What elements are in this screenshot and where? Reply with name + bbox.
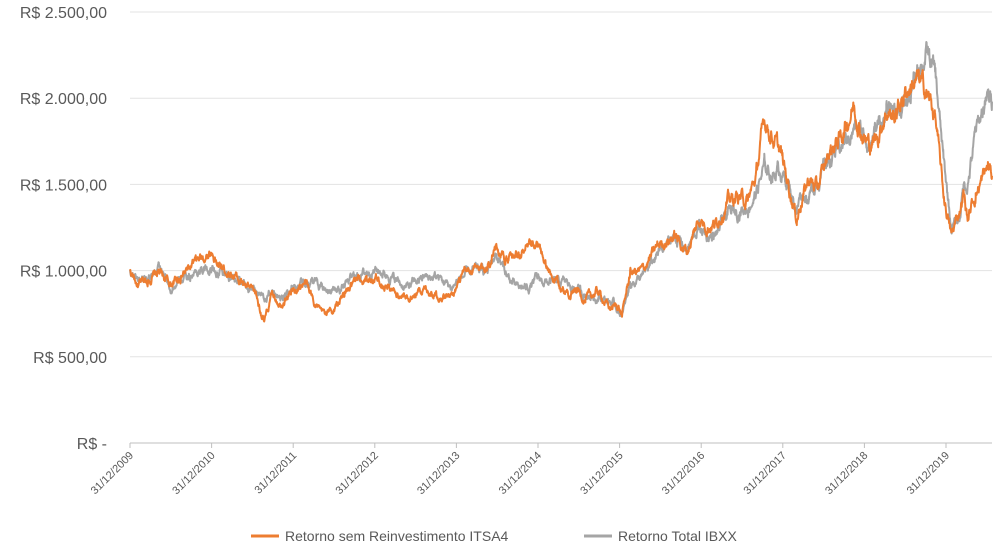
x-tick-label: 31/12/2011 (252, 450, 299, 497)
x-axis: 31/12/2009 31/12/2010 31/12/2011 31/12/2012… (89, 443, 952, 497)
x-tick-label: 31/12/2015 (578, 450, 625, 497)
legend-label-itsa4: Retorno sem Reinvestimento ITSA4 (285, 528, 509, 544)
x-tick-label: 31/12/2016 (660, 450, 707, 497)
series-line-ibxx (129, 41, 993, 318)
y-tick-label: R$ 1.000,00 (20, 264, 107, 281)
x-tick-label: 31/12/2010 (170, 450, 217, 497)
y-tick-label: R$ 1.500,00 (20, 177, 107, 194)
x-tick-label: 31/12/2012 (334, 450, 381, 497)
x-tick-label: 31/12/2013 (415, 450, 462, 497)
legend-label-ibxx: Retorno Total IBXX (618, 528, 737, 544)
series-lines (129, 41, 993, 323)
x-tick-label: 31/12/2009 (89, 450, 136, 497)
x-tick-label: 31/12/2019 (905, 450, 952, 497)
y-axis: R$ - R$ 500,00 R$ 1.000,00 R$ 1.500,00 R$ 2.… (20, 5, 107, 453)
x-tick-label: 31/12/2017 (742, 450, 789, 497)
x-tick-label: 31/12/2018 (823, 450, 870, 497)
y-tick-label: R$ - (77, 436, 107, 453)
legend: Retorno sem Reinvestimento ITSA4 Retorno… (251, 528, 737, 544)
y-tick-label: R$ 2.500,00 (20, 5, 107, 22)
y-tick-label: R$ 500,00 (33, 350, 107, 367)
gridlines (130, 11, 992, 358)
y-tick-label: R$ 2.000,00 (20, 91, 107, 108)
series-line-itsa4 (129, 68, 993, 323)
x-tick-label: 31/12/2014 (497, 450, 544, 497)
